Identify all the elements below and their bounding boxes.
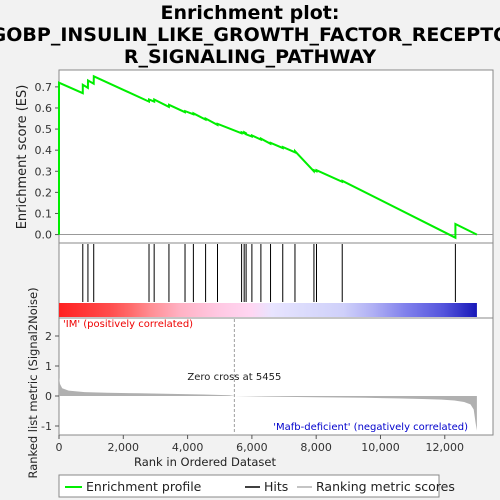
es-ytick-label: 0.6: [35, 102, 53, 115]
es-y-axis-label: Enrichment score (ES): [15, 85, 30, 230]
chart-title-line2: GOBP_INSULIN_LIKE_GROWTH_FACTOR_RECEPTO: [0, 24, 500, 46]
xtick-label: 8,000: [300, 441, 332, 454]
es-panel-frame: [58, 69, 494, 244]
metric-ytick-label: 0: [45, 390, 52, 403]
hits-marks: [82, 244, 456, 302]
metric-panel-frame: [58, 317, 494, 436]
x-axis-label: Rank in Ordered Dataset: [134, 455, 277, 469]
x-axis: 0 2,000 4,000 6,000 8,000 10,000 12,000: [56, 435, 465, 454]
metric-y-axis-label: Ranked list metric (Signal2Noise): [26, 287, 40, 478]
positive-correlation-label: 'IM' (positively correlated): [63, 319, 193, 330]
negative-correlation-label: 'Mafb-deficient' (negatively correlated): [273, 422, 468, 433]
chart-title-line3: R_SIGNALING_PATHWAY: [124, 46, 377, 68]
es-y-axis: 0.0 0.1 0.2 0.3 0.4 0.5 0.6 0.7: [35, 81, 59, 242]
enrichment-profile-line: [58, 74, 478, 240]
legend: Enrichment profile Hits Ranking metric s…: [58, 474, 455, 498]
metric-ytick-label: 1: [45, 360, 52, 373]
metric-ytick-label: 2: [45, 330, 52, 343]
legend-enrichment-profile: Enrichment profile: [86, 479, 202, 494]
es-ytick-label: 0.0: [35, 229, 53, 242]
chart-title-line1: Enrichment plot:: [161, 2, 340, 24]
xtick-label: 0: [56, 441, 63, 454]
ranked-list-color-bar: [59, 303, 477, 317]
legend-hits: Hits: [264, 479, 288, 494]
zero-cross-label: Zero cross at 5455: [187, 372, 281, 383]
legend-box: [58, 474, 440, 498]
es-ytick-label: 0.2: [35, 186, 53, 199]
es-ytick-label: 0.3: [35, 165, 53, 178]
xtick-label: 6,000: [236, 441, 268, 454]
xtick-label: 4,000: [172, 441, 204, 454]
es-ytick-label: 0.7: [35, 81, 53, 94]
xtick-label: 12,000: [426, 441, 465, 454]
metric-ytick-label: -1: [41, 420, 52, 433]
es-ytick-label: 0.4: [35, 144, 53, 157]
metric-y-axis: -1 0 1 2: [41, 330, 59, 433]
es-ytick-label: 0.5: [35, 123, 53, 136]
xtick-label: 2,000: [108, 441, 140, 454]
es-ytick-label: 0.1: [35, 207, 53, 220]
xtick-label: 10,000: [361, 441, 400, 454]
legend-ranking-metric-scores: Ranking metric scores: [316, 479, 455, 494]
